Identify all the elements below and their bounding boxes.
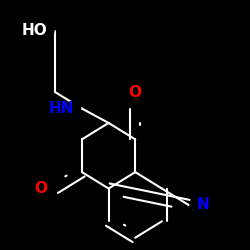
- Circle shape: [67, 102, 80, 115]
- Circle shape: [40, 24, 54, 38]
- Text: O: O: [129, 86, 142, 100]
- Text: HN: HN: [48, 101, 74, 116]
- Text: N: N: [197, 198, 209, 212]
- Text: HO: HO: [22, 23, 47, 38]
- Circle shape: [131, 96, 140, 105]
- Circle shape: [192, 200, 201, 209]
- Text: O: O: [34, 181, 47, 196]
- Circle shape: [42, 184, 52, 193]
